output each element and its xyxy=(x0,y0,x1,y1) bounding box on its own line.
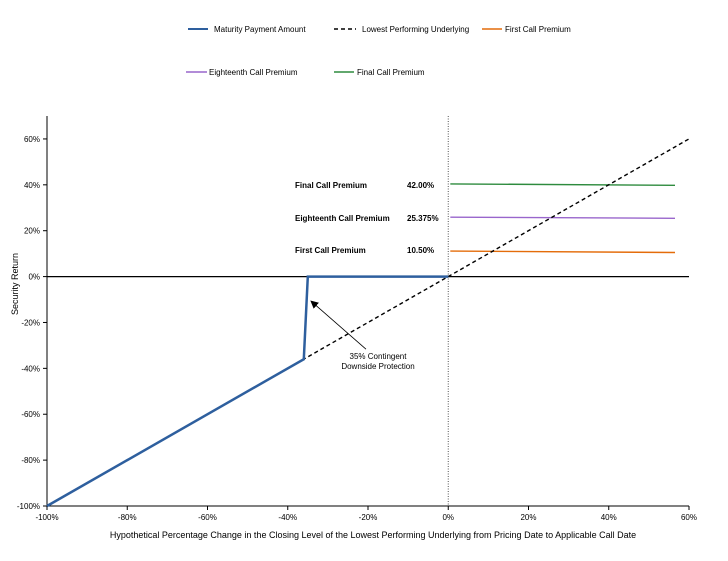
legend-item-lowest-performing: Lowest Performing Underlying xyxy=(334,25,469,34)
y-tick-label: -100% xyxy=(17,502,40,511)
premium-label: First Call Premium xyxy=(295,246,366,255)
legend-item-maturity-payment: Maturity Payment Amount xyxy=(188,25,306,34)
legend-label: Lowest Performing Underlying xyxy=(362,25,469,34)
x-tick-label: 40% xyxy=(601,513,617,522)
legend: Maturity Payment Amount Lowest Performin… xyxy=(186,25,571,77)
x-axis-title: Hypothetical Percentage Change in the Cl… xyxy=(110,530,636,540)
y-tick-label: 60% xyxy=(24,135,40,144)
legend-item-first-call: First Call Premium xyxy=(482,25,571,34)
x-tick-label: -40% xyxy=(278,513,297,522)
y-tick-label: -40% xyxy=(21,364,40,373)
y-tick-label: -80% xyxy=(21,456,40,465)
plot-area: -100% -80% -60% -40% -20% 0% 20% 40% 60% -100% -80… xyxy=(17,116,697,522)
series-line-maturity-payment-amount xyxy=(46,275,449,508)
annotation-text: 35% Contingent xyxy=(350,352,408,361)
legend-item-eighteenth-call: Eighteenth Call Premium xyxy=(186,68,298,77)
x-tick-label: -60% xyxy=(198,513,217,522)
x-tick-label: -80% xyxy=(118,513,137,522)
y-tick-label: 0% xyxy=(28,273,40,282)
premium-value: 42.00% xyxy=(407,181,434,190)
x-tick-label: 20% xyxy=(520,513,536,522)
series-line-final-call-premium xyxy=(450,183,676,186)
series-line-lowest-performing-underlying xyxy=(46,138,690,507)
series-line-first-call-premium xyxy=(450,250,676,254)
y-axis-title: Security Return xyxy=(10,253,20,315)
legend-label: Eighteenth Call Premium xyxy=(209,68,298,77)
y-tick-label: -20% xyxy=(21,318,40,327)
y-tick-label: 40% xyxy=(24,181,40,190)
premium-value: 10.50% xyxy=(407,246,434,255)
y-tick-label: 20% xyxy=(24,227,40,236)
x-tick-label: 60% xyxy=(681,513,697,522)
x-tick-label: -20% xyxy=(359,513,378,522)
premium-label: Final Call Premium xyxy=(295,181,367,190)
annotation-arrow xyxy=(310,300,367,350)
premium-label: Eighteenth Call Premium xyxy=(295,214,390,223)
x-tick-label: -100% xyxy=(35,513,58,522)
annotation-text: Downside Protection xyxy=(341,362,414,371)
y-tick-label: -60% xyxy=(21,410,40,419)
legend-label: First Call Premium xyxy=(505,25,571,34)
series-line-eighteenth-call-premium xyxy=(450,216,676,219)
legend-item-final-call: Final Call Premium xyxy=(334,68,425,77)
x-tick-label: 0% xyxy=(442,513,454,522)
premium-value: 25.375% xyxy=(407,214,439,223)
legend-label: Maturity Payment Amount xyxy=(214,25,306,34)
legend-label: Final Call Premium xyxy=(357,68,425,77)
